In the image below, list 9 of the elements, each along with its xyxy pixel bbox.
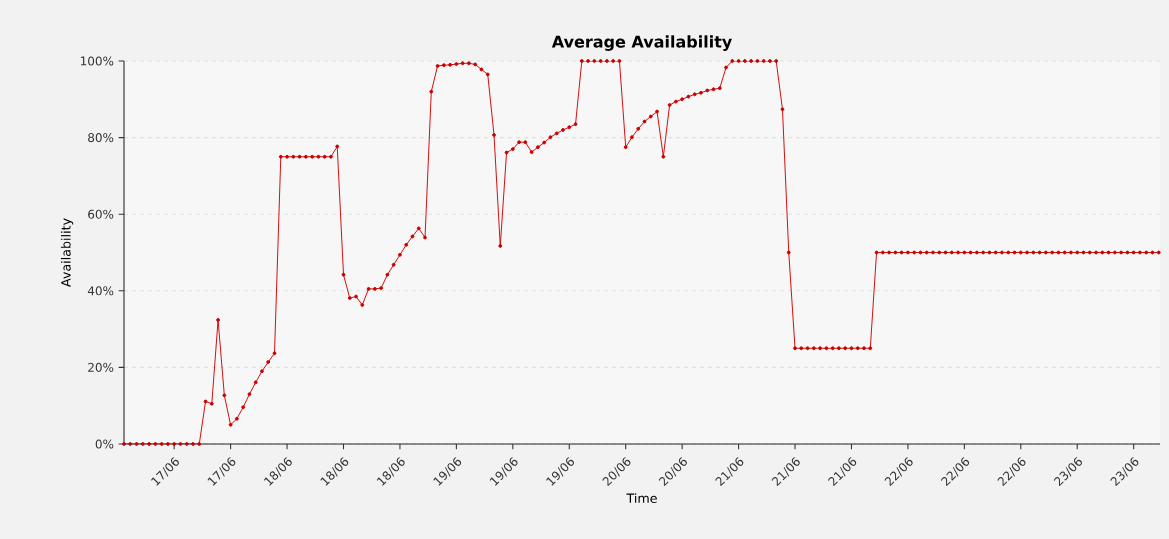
chart-title: Average Availability xyxy=(551,35,732,51)
y-tick-label: 0% xyxy=(95,439,114,449)
y-tick-label: 20% xyxy=(88,362,114,372)
y-tick-label: 40% xyxy=(87,286,114,296)
y-tick-label: 60% xyxy=(88,209,114,219)
x-axis-title: Time xyxy=(626,493,657,504)
y-axis-title: Availability xyxy=(60,218,74,287)
y-tick-label: 100% xyxy=(80,56,114,66)
y-tick-label: 80% xyxy=(88,133,114,143)
